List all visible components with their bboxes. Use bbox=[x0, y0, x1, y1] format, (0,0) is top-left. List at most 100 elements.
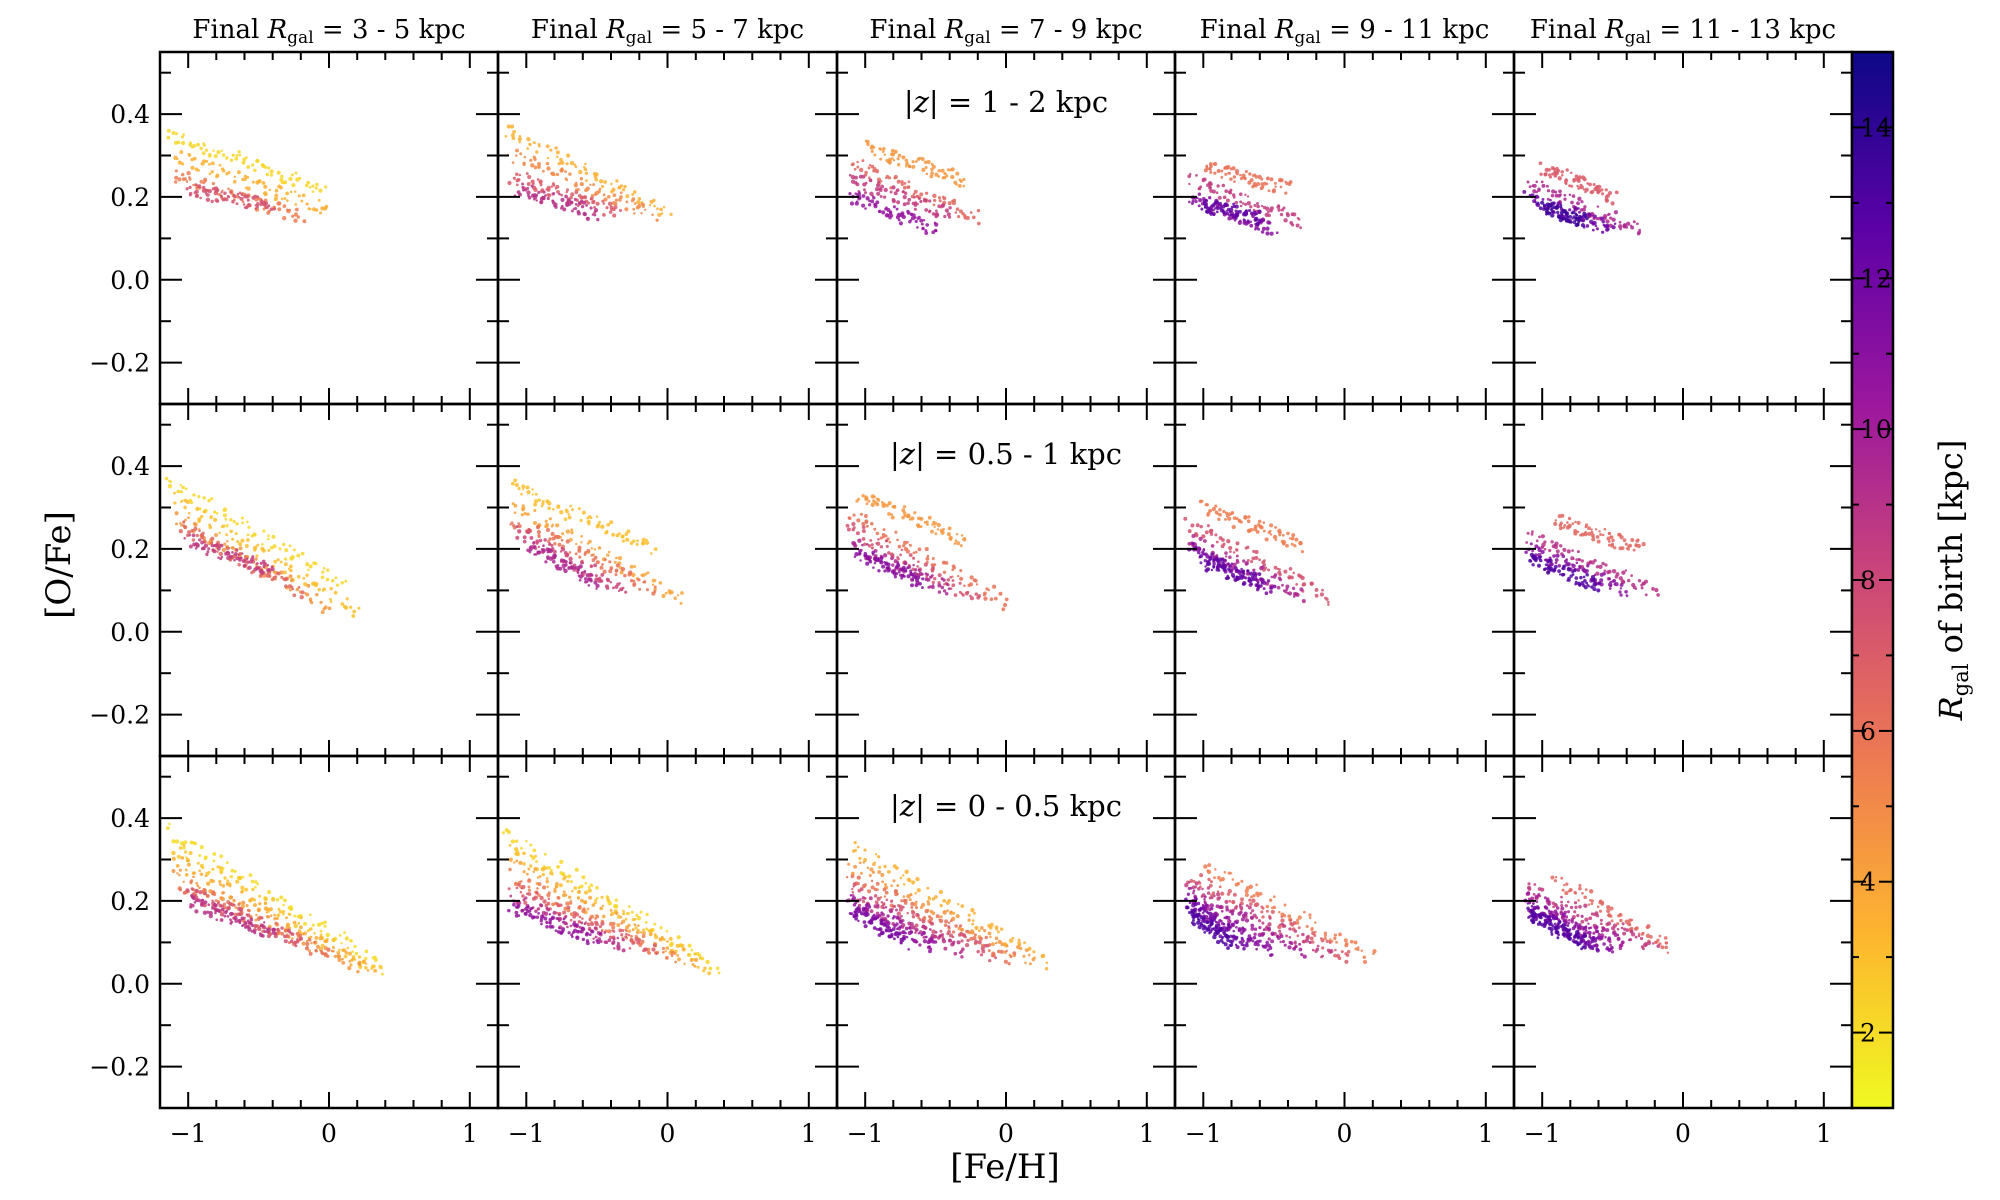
data-point bbox=[253, 545, 258, 550]
data-point bbox=[272, 570, 276, 574]
data-point bbox=[937, 573, 942, 578]
data-point bbox=[276, 927, 280, 932]
data-point bbox=[1000, 942, 1005, 947]
data-point bbox=[182, 880, 185, 884]
data-point bbox=[246, 538, 250, 542]
data-point bbox=[265, 911, 269, 914]
data-point bbox=[219, 918, 224, 922]
data-point bbox=[1207, 561, 1212, 566]
data-point bbox=[196, 898, 201, 903]
data-point bbox=[554, 885, 558, 889]
data-point bbox=[1554, 170, 1559, 175]
data-point bbox=[533, 157, 537, 162]
data-point bbox=[866, 866, 870, 869]
data-point bbox=[1235, 568, 1239, 572]
data-point bbox=[1238, 173, 1242, 177]
data-point bbox=[861, 899, 866, 904]
data-point bbox=[527, 892, 532, 896]
data-point bbox=[632, 190, 637, 194]
data-point bbox=[666, 940, 669, 943]
data-point bbox=[1233, 180, 1236, 183]
data-point bbox=[612, 213, 617, 218]
data-point bbox=[1531, 563, 1535, 567]
data-point bbox=[507, 887, 511, 891]
data-point bbox=[625, 932, 628, 936]
data-point bbox=[610, 913, 613, 917]
data-point bbox=[924, 909, 929, 914]
data-point bbox=[996, 930, 1000, 934]
data-point bbox=[914, 583, 919, 588]
data-point bbox=[846, 527, 851, 532]
data-point bbox=[1235, 554, 1239, 558]
data-point bbox=[534, 909, 538, 914]
data-point bbox=[190, 887, 194, 891]
data-point bbox=[1261, 218, 1266, 222]
data-point bbox=[545, 921, 549, 925]
data-point bbox=[1619, 535, 1624, 540]
data-point bbox=[631, 928, 635, 932]
data-point bbox=[863, 883, 867, 887]
data-point bbox=[285, 916, 288, 920]
data-point bbox=[976, 221, 981, 226]
data-point bbox=[1530, 532, 1534, 536]
data-point bbox=[1287, 591, 1293, 596]
data-point bbox=[180, 140, 186, 146]
data-point bbox=[1259, 525, 1264, 530]
data-point bbox=[279, 560, 283, 564]
data-point bbox=[586, 519, 591, 525]
data-point bbox=[943, 910, 946, 913]
data-point bbox=[1578, 558, 1582, 561]
data-point bbox=[192, 183, 195, 187]
data-point bbox=[851, 521, 856, 527]
data-point bbox=[1257, 218, 1262, 223]
data-point bbox=[606, 194, 611, 199]
data-point bbox=[1620, 546, 1625, 550]
data-point bbox=[246, 533, 250, 537]
data-point bbox=[549, 148, 553, 152]
data-point bbox=[529, 158, 533, 163]
data-point bbox=[926, 523, 929, 526]
data-point bbox=[331, 945, 336, 949]
track-r2-c1-0 bbox=[501, 828, 721, 975]
data-point bbox=[176, 489, 181, 494]
data-point bbox=[1293, 544, 1297, 548]
data-point bbox=[595, 896, 599, 900]
data-point bbox=[557, 919, 561, 923]
data-point bbox=[698, 956, 702, 960]
data-point bbox=[660, 212, 664, 215]
data-point bbox=[854, 201, 859, 206]
data-point bbox=[641, 542, 645, 546]
data-point bbox=[568, 901, 573, 905]
data-point bbox=[1264, 537, 1269, 542]
data-point bbox=[659, 207, 663, 212]
data-point bbox=[1614, 574, 1619, 579]
data-point bbox=[1606, 536, 1611, 541]
data-point bbox=[309, 600, 314, 605]
data-point bbox=[613, 947, 616, 950]
data-point bbox=[274, 188, 279, 193]
data-point bbox=[306, 583, 311, 588]
data-point bbox=[955, 171, 960, 176]
data-point bbox=[902, 505, 907, 509]
data-point bbox=[283, 557, 288, 561]
data-point bbox=[942, 589, 947, 593]
data-point bbox=[1600, 192, 1605, 196]
data-point bbox=[1246, 545, 1250, 549]
data-point bbox=[590, 929, 595, 934]
data-point bbox=[956, 902, 960, 906]
data-point bbox=[174, 132, 179, 136]
data-point bbox=[353, 958, 357, 961]
data-point bbox=[257, 909, 261, 913]
data-point bbox=[237, 875, 242, 881]
data-point bbox=[1292, 571, 1295, 575]
data-point bbox=[1595, 564, 1600, 569]
data-point bbox=[904, 158, 909, 163]
data-point bbox=[210, 497, 214, 501]
data-point bbox=[241, 552, 244, 555]
data-point bbox=[1274, 538, 1278, 542]
data-point bbox=[223, 191, 227, 195]
data-point bbox=[859, 559, 862, 562]
data-point bbox=[166, 128, 171, 133]
data-point bbox=[1544, 172, 1548, 176]
data-point bbox=[867, 203, 872, 207]
